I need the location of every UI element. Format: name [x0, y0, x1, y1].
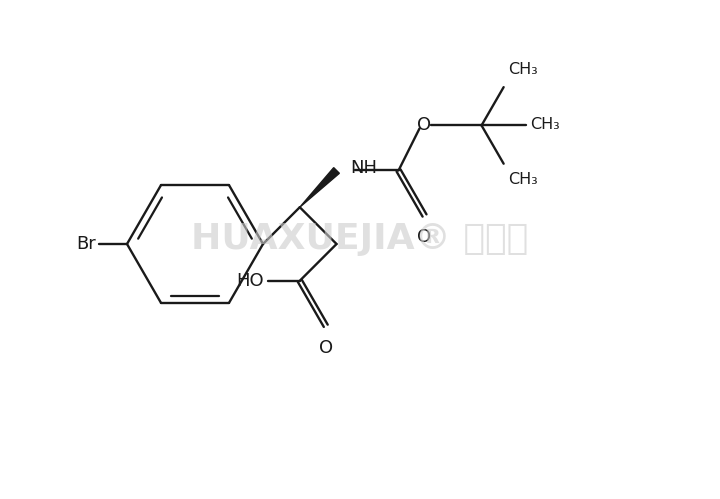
Text: CH₃: CH₃	[508, 172, 537, 187]
Text: Br: Br	[76, 235, 96, 253]
Text: O: O	[418, 229, 431, 247]
Text: O: O	[418, 116, 431, 134]
Text: CH₃: CH₃	[508, 62, 537, 77]
Text: HUAXUEJIA® 化学加: HUAXUEJIA® 化学加	[192, 222, 528, 256]
Text: CH₃: CH₃	[530, 117, 559, 132]
Text: NH: NH	[351, 160, 377, 178]
Text: O: O	[319, 339, 333, 357]
Text: HO: HO	[236, 272, 264, 290]
Polygon shape	[300, 168, 339, 207]
